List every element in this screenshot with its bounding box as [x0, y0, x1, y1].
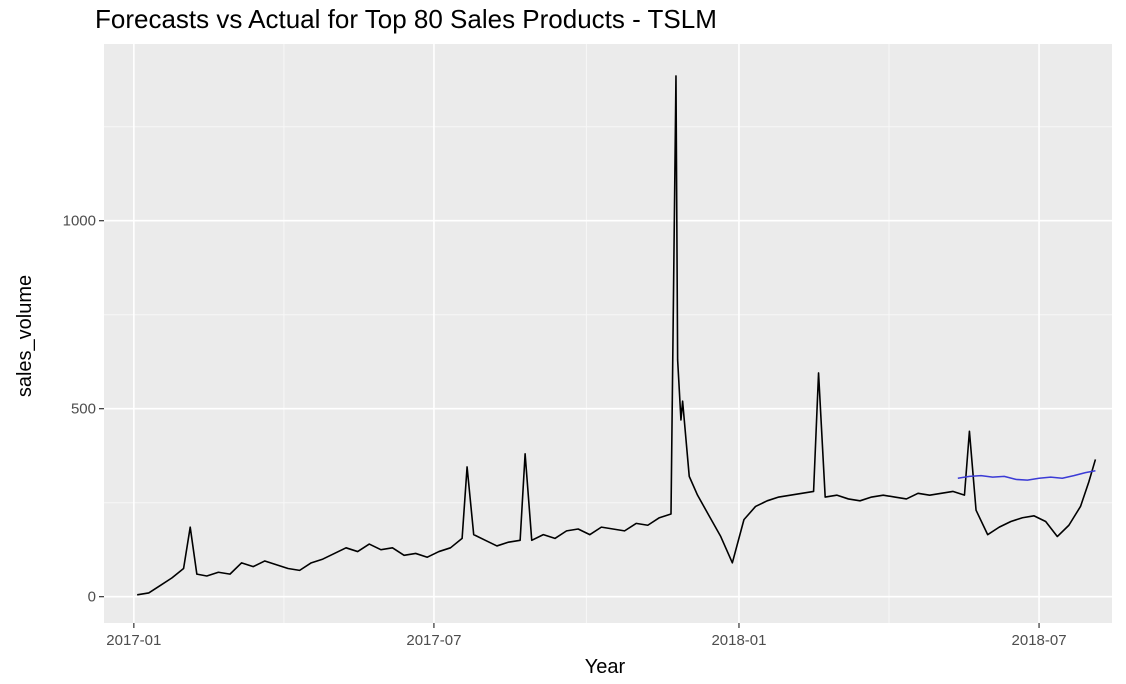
y-tick-label: 0: [88, 589, 96, 606]
series-line-actual: [137, 75, 1097, 596]
x-axis: 2017-01 2017-07 2018-01 2018-07: [106, 623, 1067, 649]
y-tick-label: 500: [71, 401, 96, 418]
x-tick-label: 2017-07: [406, 632, 461, 649]
x-tick-label: 2018-07: [1012, 632, 1067, 649]
x-tick-label: 2017-01: [106, 632, 161, 649]
plot-panel: [104, 44, 1112, 623]
x-axis-title: Year: [585, 656, 626, 678]
y-axis-title: sales_volume: [14, 275, 36, 397]
grid-minor: [104, 44, 1112, 623]
chart-title: Forecasts vs Actual for Top 80 Sales Pro…: [95, 4, 717, 34]
grid-major: [104, 44, 1112, 623]
y-tick-label: 1000: [63, 213, 96, 230]
x-tick-label: 2018-01: [711, 632, 766, 649]
series-layer: [137, 75, 1097, 596]
series-line-forecast: [957, 469, 1096, 481]
y-axis: 0 500 1000: [63, 213, 104, 606]
